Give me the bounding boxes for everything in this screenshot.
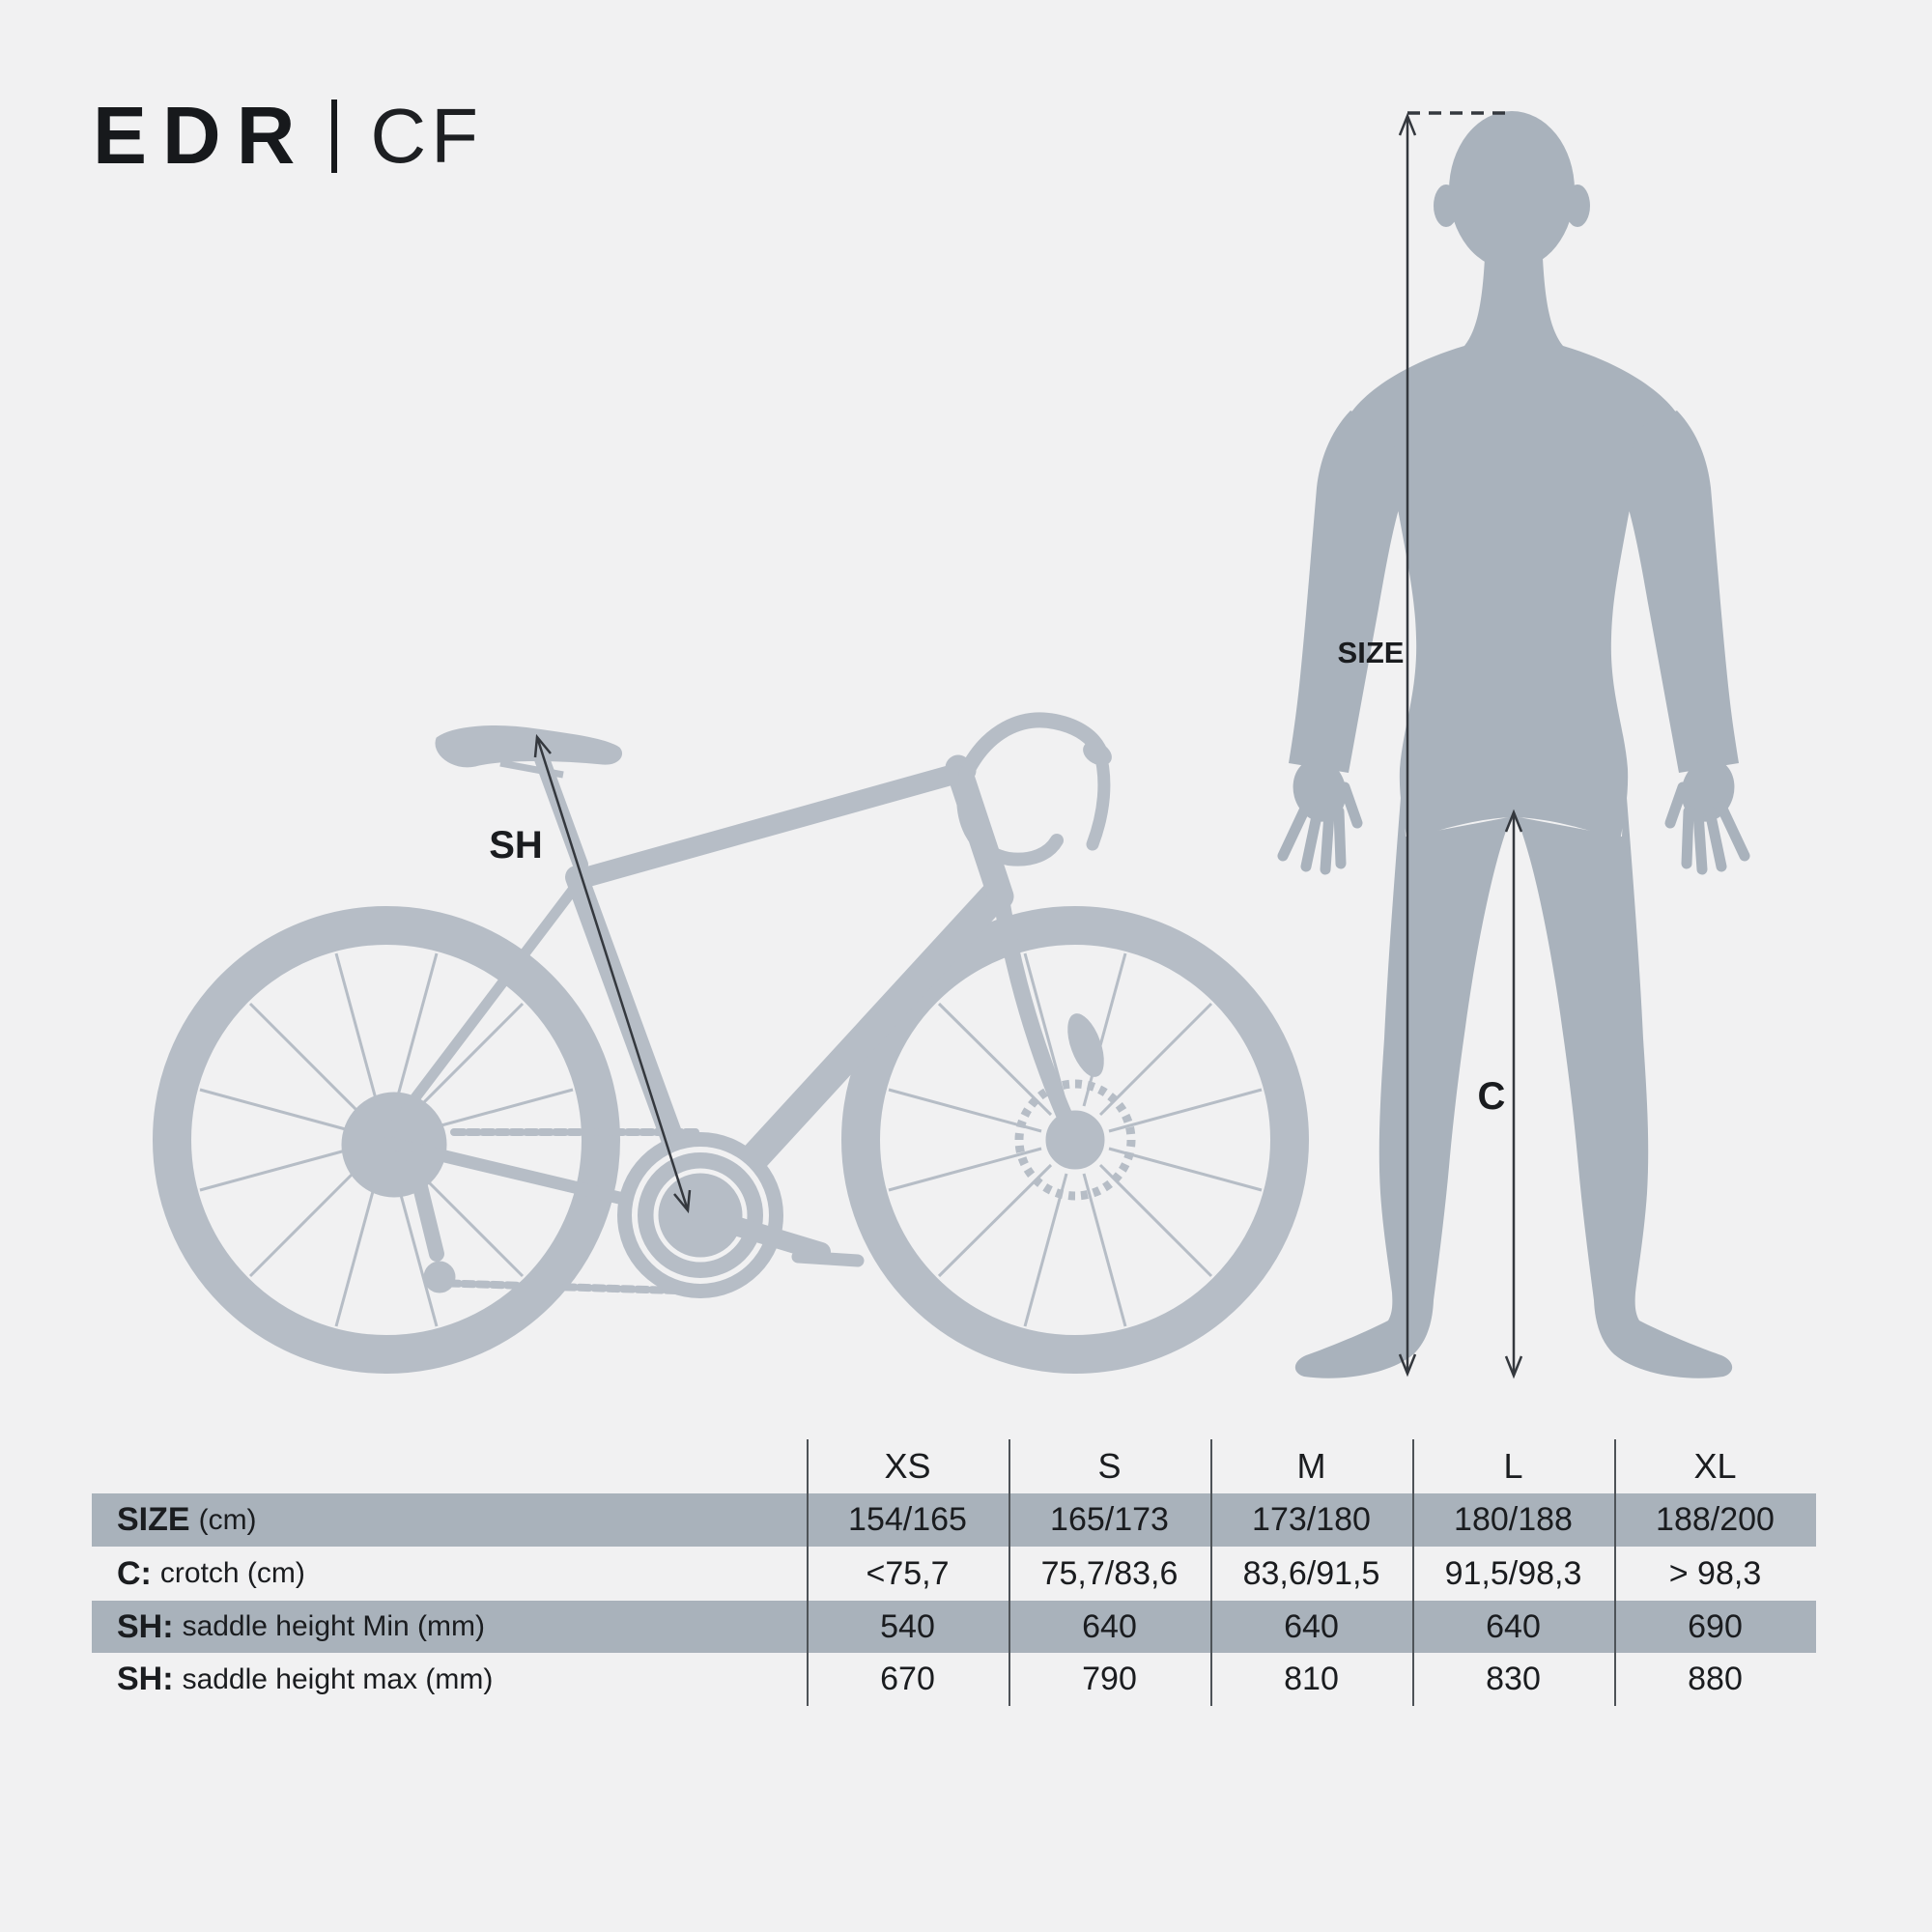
row-label-size: SIZE (cm) — [92, 1493, 807, 1547]
head — [1449, 111, 1575, 270]
table-column-divider — [1412, 1439, 1414, 1706]
row-label-prefix: SIZE — [117, 1501, 190, 1538]
left-ear — [1434, 185, 1459, 227]
crotch-label: C — [1478, 1075, 1506, 1118]
sh-min-value-cell: 690 — [1614, 1601, 1816, 1653]
sh-max-value-cell: 810 — [1284, 1661, 1339, 1697]
crotch-value-cell: <75,7 — [866, 1554, 950, 1592]
size-col-header-m: M — [1296, 1446, 1326, 1486]
row-label-rest: saddle height Min (mm) — [182, 1610, 486, 1642]
table-corner-cell — [92, 1439, 807, 1493]
sh-min-value-cell: 640 — [1009, 1601, 1210, 1653]
table-column-divider — [807, 1439, 809, 1706]
left-arm — [1289, 411, 1402, 773]
sh-max-value-cell: 670 — [880, 1661, 935, 1697]
right-arm — [1626, 411, 1739, 773]
right-hand — [1664, 758, 1750, 875]
size-table: XS S M L XL SIZE (cm) 154/165 165/173 17… — [92, 1439, 1816, 1706]
size-value-cell: 180/188 — [1412, 1493, 1614, 1547]
row-label-sh-max: SH: saddle height max (mm) — [92, 1653, 807, 1706]
derailleur-pulley — [423, 1261, 456, 1293]
body-height-label: SIZE — [1338, 636, 1405, 669]
torso — [1321, 234, 1707, 840]
size-value-cell: 154/165 — [807, 1493, 1009, 1547]
saddle — [435, 725, 623, 768]
size-value-cell: 188/200 — [1614, 1493, 1816, 1547]
table-column-divider — [1210, 1439, 1212, 1706]
crotch-value-cell: 83,6/91,5 — [1242, 1554, 1380, 1592]
sh-min-value-cell: 640 — [1210, 1601, 1412, 1653]
size-col-header-xl: XL — [1693, 1446, 1737, 1486]
size-col-header-xs: XS — [884, 1446, 931, 1486]
drivetrain — [406, 1128, 865, 1298]
row-label-sh-min: SH: saddle height Min (mm) — [92, 1601, 807, 1653]
saddle-height-arrow — [533, 733, 692, 1214]
bike-silhouette — [153, 712, 1309, 1374]
left-hand — [1277, 758, 1363, 875]
brake-hood — [1083, 741, 1112, 766]
row-label-rest: saddle height max (mm) — [182, 1662, 494, 1695]
brand-name: EDR — [93, 90, 311, 181]
size-col-header-l: L — [1503, 1446, 1523, 1486]
rear-wheel — [153, 906, 620, 1374]
row-label-prefix: C: — [117, 1554, 152, 1592]
size-col-header-s: S — [1097, 1446, 1122, 1486]
row-label-rest: (cm) — [198, 1503, 257, 1536]
brake-caliper — [1067, 1013, 1104, 1077]
table-column-divider — [1009, 1439, 1010, 1706]
logo-separator-bar — [331, 99, 338, 173]
right-ear — [1565, 185, 1590, 227]
sh-max-value-cell: 790 — [1082, 1661, 1137, 1697]
crotch-value-cell: 91,5/98,3 — [1444, 1554, 1582, 1592]
pedal — [791, 1250, 865, 1267]
sh-max-value-cell: 830 — [1486, 1661, 1541, 1697]
table-column-divider — [1614, 1439, 1616, 1706]
model-name: CF — [370, 92, 483, 179]
person-silhouette — [1277, 111, 1750, 1378]
saddle-height-label: SH — [489, 824, 543, 867]
handlebar — [956, 712, 1112, 867]
crotch-height-arrow — [1504, 809, 1523, 1379]
sh-max-value-cell: 880 — [1688, 1661, 1743, 1697]
crotch-value-cell: > 98,3 — [1668, 1554, 1762, 1592]
disc-brake-rotor — [1014, 1079, 1136, 1201]
brand-logo: EDR CF — [93, 89, 483, 183]
row-label-prefix: SH: — [117, 1607, 174, 1645]
size-value-cell: 165/173 — [1009, 1493, 1210, 1547]
row-label-crotch: C: crotch (cm) — [92, 1547, 807, 1601]
row-label-prefix: SH: — [117, 1661, 174, 1697]
sh-min-value-cell: 640 — [1412, 1601, 1614, 1653]
crotch-value-cell: 75,7/83,6 — [1040, 1554, 1179, 1592]
sh-min-value-cell: 540 — [807, 1601, 1009, 1653]
body-height-arrow — [1398, 111, 1508, 1378]
size-value-cell: 173/180 — [1210, 1493, 1412, 1547]
left-leg — [1294, 773, 1514, 1378]
row-label-rest: crotch (cm) — [159, 1557, 305, 1589]
right-leg — [1514, 773, 1733, 1378]
